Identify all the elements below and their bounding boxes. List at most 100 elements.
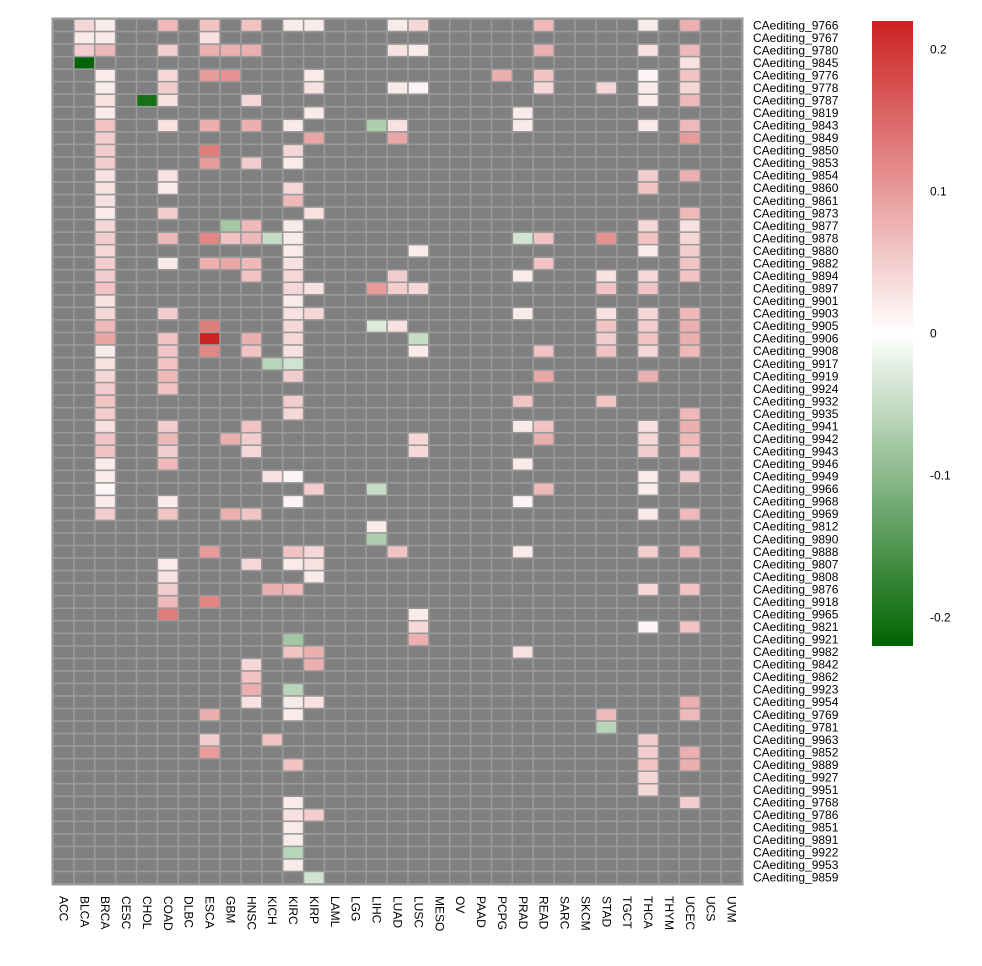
heatmap-cell <box>366 859 387 871</box>
heatmap-cell <box>596 270 616 282</box>
heatmap-cell <box>701 157 721 169</box>
heatmap-cell <box>408 458 429 470</box>
heatmap-cell <box>617 634 637 646</box>
heatmap-cell <box>471 521 491 533</box>
heatmap-cell <box>638 132 658 144</box>
heatmap-cell <box>680 408 700 420</box>
heatmap-cell <box>659 508 679 520</box>
heatmap-cell <box>220 19 241 31</box>
heatmap-cell <box>387 257 408 269</box>
heatmap-cell <box>116 320 136 332</box>
heatmap-cell <box>220 571 241 583</box>
heatmap-cell <box>304 132 324 144</box>
heatmap-cell <box>617 583 637 595</box>
heatmap-cell <box>638 333 658 345</box>
heatmap-cell <box>638 157 658 169</box>
column-label: HNSC <box>244 896 258 930</box>
heatmap-cell <box>471 496 491 508</box>
heatmap-cell <box>74 834 94 846</box>
heatmap-cell <box>554 684 575 696</box>
heatmap-cell <box>492 170 512 182</box>
heatmap-cell <box>408 32 429 44</box>
heatmap-cell <box>513 107 533 119</box>
heatmap-cell <box>53 95 74 106</box>
heatmap-cell <box>701 847 721 859</box>
heatmap-cell <box>638 19 658 31</box>
heatmap-cell <box>220 408 241 420</box>
heatmap-cell <box>179 82 199 94</box>
heatmap-cell <box>262 408 282 420</box>
heatmap-cell <box>179 859 199 871</box>
row-label: CAediting_9942 <box>753 432 839 446</box>
heatmap-cell <box>137 533 157 545</box>
heatmap-cell <box>617 69 637 81</box>
heatmap-cell <box>617 57 637 69</box>
heatmap-cell <box>366 232 387 244</box>
heatmap-cell <box>450 420 470 432</box>
heatmap-cell <box>366 521 387 533</box>
heatmap-cell <box>241 496 261 508</box>
heatmap-cell <box>366 433 387 445</box>
heatmap-cell <box>199 120 220 132</box>
heatmap-cell <box>471 245 491 257</box>
heatmap-cell <box>304 157 324 169</box>
heatmap-cell <box>408 847 429 859</box>
heatmap-cell <box>53 458 74 470</box>
heatmap-cell <box>74 521 94 533</box>
heatmap-cell <box>199 232 220 244</box>
heatmap-cell <box>304 345 324 357</box>
heatmap-cell <box>617 759 637 771</box>
heatmap-cell <box>158 283 178 294</box>
heatmap-cell <box>199 872 220 884</box>
heatmap-cell <box>492 333 512 345</box>
heatmap-cell <box>471 145 491 157</box>
heatmap-cell <box>74 145 94 157</box>
heatmap-cell <box>325 69 345 81</box>
heatmap-cell <box>513 521 533 533</box>
heatmap-cell <box>596 195 616 207</box>
heatmap-cell <box>659 132 679 144</box>
heatmap-cell <box>158 132 178 144</box>
heatmap-cell <box>408 571 429 583</box>
heatmap-cell <box>199 646 220 658</box>
heatmap-cell <box>220 558 241 570</box>
heatmap-cell <box>346 847 366 859</box>
heatmap-cell <box>554 659 575 671</box>
heatmap-cell <box>680 232 700 244</box>
heatmap-cell <box>283 170 303 182</box>
heatmap-cell <box>471 659 491 671</box>
heatmap-cell <box>158 784 178 796</box>
heatmap-cell <box>617 170 637 182</box>
heatmap-cell <box>387 496 408 508</box>
heatmap-cell <box>408 370 429 382</box>
heatmap-cell <box>471 383 491 395</box>
heatmap-cell <box>575 132 596 144</box>
heatmap-cell <box>638 847 658 859</box>
heatmap-cell <box>617 257 637 269</box>
heatmap-cell <box>137 358 157 370</box>
heatmap-cell <box>450 107 470 119</box>
heatmap-cell <box>638 834 658 846</box>
heatmap-cell <box>492 408 512 420</box>
heatmap-cell <box>116 132 136 144</box>
heatmap-cell <box>220 358 241 370</box>
heatmap-cell <box>95 659 115 671</box>
heatmap-cell <box>116 358 136 370</box>
heatmap-cell <box>492 596 512 608</box>
heatmap-cell <box>158 120 178 132</box>
heatmap-cell <box>74 395 94 407</box>
heatmap-cell <box>53 370 74 382</box>
heatmap-cell <box>346 797 366 808</box>
legend-tick-label: 0.2 <box>930 42 947 56</box>
heatmap-cell <box>325 308 345 320</box>
heatmap-cell <box>638 533 658 545</box>
heatmap-cell <box>701 721 721 733</box>
heatmap-cell <box>325 809 345 821</box>
heatmap-cell <box>408 471 429 483</box>
heatmap-cell <box>283 257 303 269</box>
heatmap-cell <box>116 446 136 457</box>
heatmap-cell <box>596 784 616 796</box>
heatmap-cell <box>408 245 429 257</box>
heatmap-cell <box>387 746 408 758</box>
heatmap-cell <box>158 207 178 219</box>
